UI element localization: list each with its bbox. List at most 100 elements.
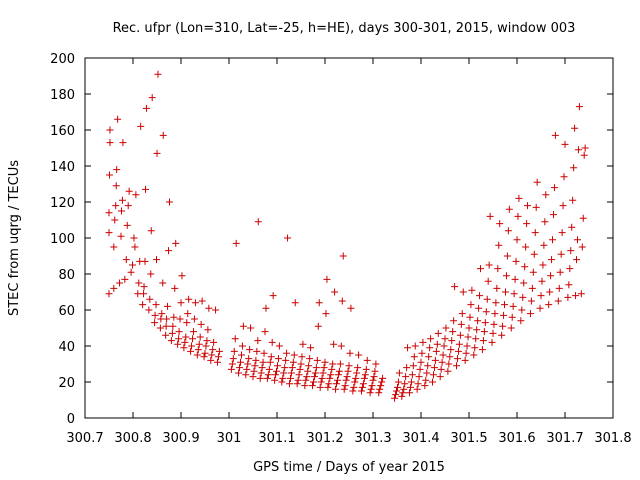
data-point: [315, 299, 323, 307]
data-point: [416, 365, 424, 373]
data-point: [239, 322, 247, 330]
data-point: [156, 324, 164, 332]
data-point: [324, 383, 332, 391]
plot-frame: [84, 57, 614, 419]
data-point: [511, 275, 519, 283]
data-point: [400, 385, 408, 393]
data-point: [321, 358, 329, 366]
data-point: [137, 122, 145, 130]
data-point: [114, 115, 122, 123]
data-point: [201, 349, 209, 357]
data-point: [436, 373, 444, 381]
data-point: [568, 223, 576, 231]
data-point: [549, 211, 557, 219]
data-point: [336, 360, 344, 368]
data-point: [328, 365, 336, 373]
data-point: [371, 367, 379, 375]
data-point: [214, 353, 222, 361]
data-point: [273, 362, 281, 370]
data-point: [529, 268, 537, 276]
y-tick-label: 100: [50, 232, 75, 247]
data-point: [159, 131, 167, 139]
data-point: [280, 369, 288, 377]
data-point: [106, 126, 114, 134]
data-point: [140, 290, 148, 298]
x-tick-label: 300.7: [66, 431, 103, 446]
data-point: [105, 171, 113, 179]
data-point: [493, 284, 501, 292]
data-point: [272, 371, 280, 379]
data-point: [501, 301, 509, 309]
data-point: [569, 196, 577, 204]
data-point: [470, 351, 478, 359]
x-axis-title: GPS time / Days of year 2015: [253, 460, 445, 475]
data-point: [539, 261, 547, 269]
data-point: [132, 191, 140, 199]
data-point: [185, 295, 193, 303]
data-point: [139, 301, 147, 309]
data-point: [162, 322, 170, 330]
data-point: [526, 310, 534, 318]
data-point: [127, 268, 135, 276]
data-point: [326, 374, 334, 382]
data-point: [395, 369, 403, 377]
data-point: [309, 378, 317, 386]
data-point: [572, 292, 580, 300]
data-point: [520, 279, 528, 287]
data-point: [112, 182, 120, 190]
data-point: [548, 256, 556, 264]
data-point: [573, 236, 581, 244]
data-point: [275, 342, 283, 350]
data-point: [162, 331, 170, 339]
data-point: [295, 371, 303, 379]
data-point: [464, 333, 472, 341]
data-point: [429, 378, 437, 386]
data-point: [304, 367, 312, 375]
data-point: [110, 243, 118, 251]
data-point: [262, 304, 270, 312]
data-point: [266, 358, 274, 366]
data-point: [495, 241, 503, 249]
data-point: [205, 304, 213, 312]
data-point: [319, 369, 327, 377]
data-point: [284, 234, 292, 242]
data-point: [113, 166, 121, 174]
x-tick-label: 301.1: [258, 431, 295, 446]
data-point: [410, 353, 418, 361]
data-point: [465, 324, 473, 332]
data-point: [124, 202, 132, 210]
data-point: [246, 346, 254, 354]
data-point: [164, 302, 172, 310]
data-point: [549, 236, 557, 244]
data-point: [418, 349, 426, 357]
data-point: [405, 389, 413, 397]
data-point: [475, 304, 483, 312]
data-point: [288, 364, 296, 372]
data-point: [245, 355, 253, 363]
data-point: [353, 369, 361, 377]
data-point: [147, 270, 155, 278]
data-point: [565, 281, 573, 289]
data-point: [403, 364, 411, 372]
data-point: [159, 279, 167, 287]
data-point: [243, 365, 251, 373]
data-point: [230, 347, 238, 355]
data-point: [530, 250, 538, 258]
data-point: [432, 347, 440, 355]
data-point: [212, 306, 220, 314]
data-point: [125, 187, 133, 195]
data-point: [527, 297, 535, 305]
data-point: [451, 283, 459, 291]
data-point: [203, 337, 211, 345]
data-point: [559, 202, 567, 210]
data-point: [580, 151, 588, 159]
data-point: [331, 288, 339, 296]
data-point: [320, 364, 328, 372]
data-point: [522, 243, 530, 251]
data-point: [504, 227, 512, 235]
data-point: [407, 378, 415, 386]
data-point: [253, 347, 261, 355]
data-point: [323, 275, 331, 283]
data-point: [184, 310, 192, 318]
